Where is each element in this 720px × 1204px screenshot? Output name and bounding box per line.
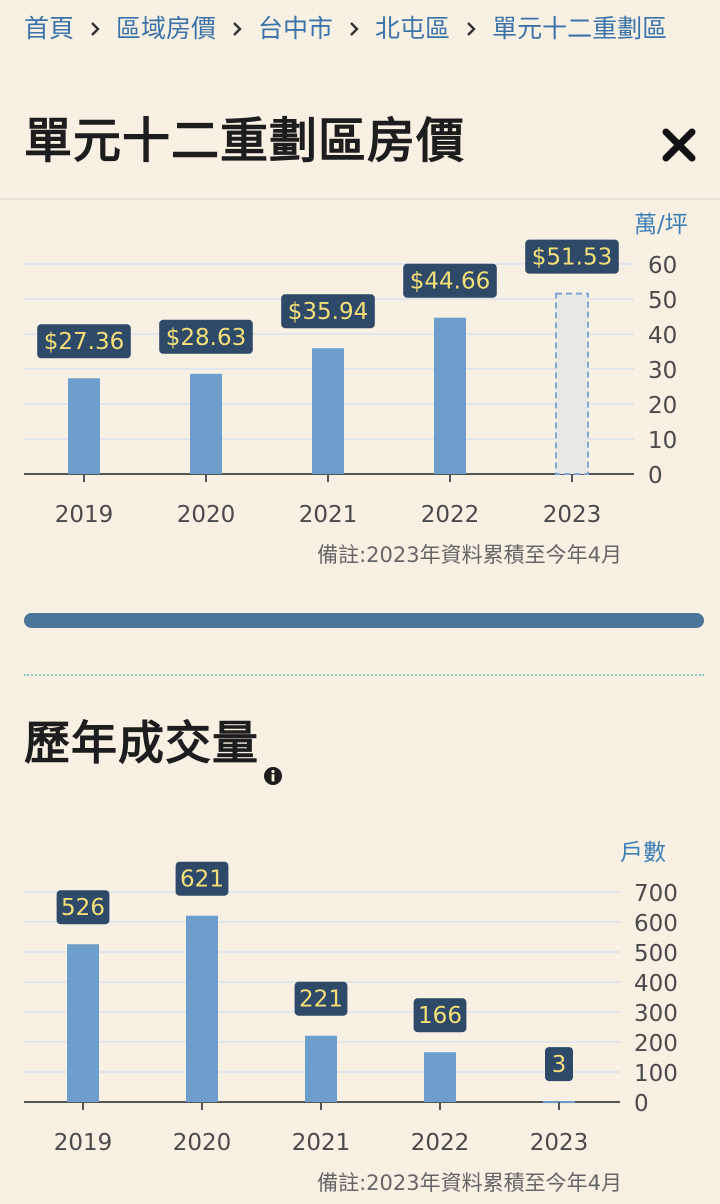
y-tick-label: 50 — [648, 288, 677, 314]
data-label: 166 — [418, 1003, 462, 1029]
data-label: 526 — [61, 895, 105, 921]
y-tick-label: 10 — [648, 428, 677, 454]
bar — [67, 944, 99, 1102]
chevron-right-icon — [230, 21, 244, 36]
y-tick-label: 700 — [634, 881, 678, 907]
data-label: 221 — [299, 987, 343, 1013]
y-tick-label: 200 — [634, 1031, 678, 1057]
bar — [186, 915, 218, 1102]
x-tick-label: 2020 — [177, 502, 236, 528]
y-axis-unit-label: 戶數 — [620, 840, 666, 866]
breadcrumb-zone[interactable]: 單元十二重劃區 — [492, 14, 668, 43]
breadcrumb-city[interactable]: 台中市 — [258, 14, 334, 43]
page-title: 單元十二重劃區房價 — [24, 113, 466, 169]
data-label: 621 — [180, 867, 224, 893]
x-tick-label: 2019 — [55, 502, 114, 528]
chevron-right-icon — [464, 21, 478, 36]
data-label: $27.36 — [44, 329, 124, 355]
data-label: $28.63 — [166, 325, 246, 351]
chevron-right-icon — [347, 21, 361, 36]
x-tick-label: 2020 — [173, 1130, 232, 1156]
data-label-background — [281, 294, 375, 329]
bar-partial-year — [555, 292, 589, 475]
chevron-right-icon — [88, 21, 102, 36]
volume-chart: 0 100 200 300 400 500 600 700 戶數 2019 526 2020 621 20… — [0, 830, 720, 1204]
data-label-background — [159, 319, 253, 354]
data-label-background — [545, 1047, 573, 1082]
bar — [312, 348, 344, 474]
y-tick-label: 60 — [648, 253, 677, 279]
volume-title-text: 歷年成交量 — [24, 716, 259, 770]
breadcrumb-home[interactable]: 首頁 — [24, 14, 75, 43]
data-label: 3 — [552, 1052, 567, 1078]
bar — [424, 1052, 456, 1102]
y-tick-label: 20 — [648, 393, 677, 419]
bar — [434, 317, 466, 474]
data-label-background — [403, 263, 497, 298]
x-tick-label: 2021 — [292, 1130, 351, 1156]
y-tick-label: 0 — [634, 1091, 649, 1117]
chart-note: 備註:2023年資料累積至今年4月 — [317, 1171, 622, 1195]
data-label-background — [56, 890, 110, 925]
info-icon[interactable] — [263, 737, 283, 785]
breadcrumb: 首頁 區域房價 台中市 北屯區 單元十二重劃區 — [24, 12, 708, 46]
breadcrumb-region-prices[interactable]: 區域房價 — [116, 14, 217, 43]
data-label: $35.94 — [288, 299, 368, 325]
header-divider — [0, 198, 720, 200]
breadcrumb-district[interactable]: 北屯區 — [375, 14, 451, 43]
data-label-background — [413, 998, 467, 1033]
y-tick-label: 40 — [648, 323, 677, 349]
chart-scroll-bar[interactable] — [24, 613, 704, 628]
data-label-background — [175, 861, 229, 896]
x-tick-label: 2021 — [299, 502, 358, 528]
data-label: $51.53 — [532, 245, 612, 271]
x-tick-label: 2022 — [411, 1130, 470, 1156]
bar — [305, 1035, 337, 1102]
y-tick-label: 300 — [634, 1001, 678, 1027]
data-label-background — [37, 324, 131, 359]
x-tick-label: 2022 — [421, 502, 480, 528]
y-tick-label: 30 — [648, 358, 677, 384]
x-tick-label: 2023 — [530, 1130, 589, 1156]
y-tick-label: 400 — [634, 971, 678, 997]
close-button[interactable] — [652, 118, 706, 172]
data-label-background — [525, 239, 619, 274]
y-tick-label: 500 — [634, 941, 678, 967]
y-tick-label: 100 — [634, 1061, 678, 1087]
y-tick-label: 0 — [648, 463, 663, 489]
section-divider — [24, 674, 704, 676]
x-tick-label: 2019 — [54, 1130, 113, 1156]
price-chart-svg: 0 10 20 30 40 50 60 萬/坪 2019 $27.36 2020 $28.63 2021… — [24, 212, 688, 567]
bar — [68, 378, 100, 474]
y-axis-unit-label: 萬/坪 — [634, 212, 688, 238]
volume-chart-svg: 0 100 200 300 400 500 600 700 戶數 2019 526 2020 621 20… — [24, 840, 678, 1195]
bar — [190, 373, 222, 474]
chart-note: 備註:2023年資料累積至今年4月 — [317, 543, 622, 567]
price-chart: 0 10 20 30 40 50 60 萬/坪 2019 $27.36 2020 $28.63 2021… — [0, 200, 720, 580]
data-label: $44.66 — [410, 269, 490, 295]
data-label-background — [294, 981, 348, 1016]
close-icon — [662, 128, 696, 162]
x-tick-label: 2023 — [543, 502, 602, 528]
volume-section-title: 歷年成交量 — [24, 710, 283, 785]
y-tick-label: 600 — [634, 911, 678, 937]
